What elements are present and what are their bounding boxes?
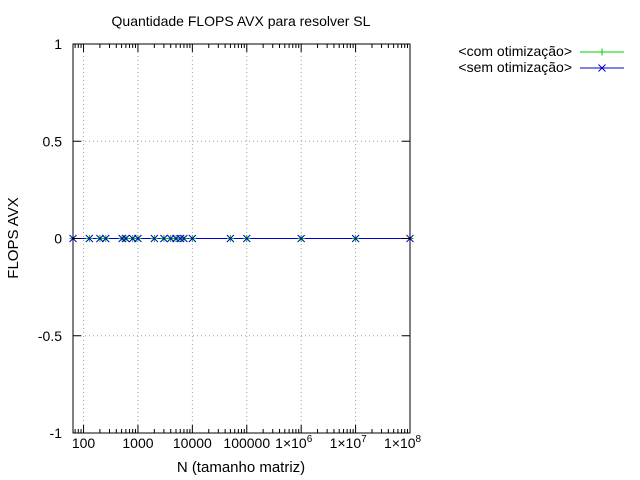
y-tick-label: 0 [54, 231, 62, 247]
data-point-series-1 [150, 234, 159, 243]
legend: <com otimização> <sem otimização> [458, 43, 624, 75]
data-point-series-1 [96, 234, 104, 243]
data-point-series-1 [188, 234, 197, 243]
tick-marks [73, 43, 411, 434]
data-point-series-1 [226, 234, 235, 243]
data-point-series-1 [118, 234, 126, 243]
x-tick-label: 100000 [223, 435, 270, 451]
legend-marker-0 [598, 48, 606, 56]
x-tick-label: 1000 [122, 435, 153, 451]
legend-entry-com-otimizacao: <com otimização> [458, 43, 624, 59]
x-tick-label: 1×108 [384, 434, 422, 451]
y-tick-label: 1 [54, 36, 62, 52]
x-tick-label: 10000 [173, 435, 212, 451]
legend-entry-sem-otimizacao: <sem otimização> [458, 59, 624, 75]
x-tick-label: 1×106 [275, 434, 313, 451]
legend-label-com-otimizacao: <com otimização> [458, 43, 572, 59]
y-axis-label: FLOPS AVX [5, 197, 22, 278]
data-point-series-1 [242, 234, 251, 243]
x-tick-label: 100 [72, 435, 96, 451]
data-point-series-1 [180, 234, 188, 243]
series-layer [69, 234, 414, 243]
chart-title: Quantidade FLOPS AVX para resolver SL [112, 13, 371, 29]
data-point-series-1 [134, 234, 142, 243]
data-point-series-1 [85, 234, 94, 243]
data-point-series-1 [297, 234, 306, 243]
data-point-series-1 [101, 234, 110, 243]
data-point-series-1 [122, 234, 130, 243]
x-axis-label: N (tamanho matriz) [177, 459, 305, 476]
data-point-series-1 [351, 234, 360, 243]
y-tick-label: 0.5 [43, 133, 63, 149]
data-point-series-1 [160, 234, 168, 243]
x-tick-label: 1×107 [330, 434, 368, 451]
tick-labels: 100 1000 10000 100000 1×106 1×107 1×108 1 0.5 0 -0… [38, 36, 422, 451]
y-tick-label: -0.5 [38, 328, 62, 344]
data-point-series-1 [176, 234, 185, 243]
legend-label-sem-otimizacao: <sem otimização> [458, 59, 572, 75]
legend-marker-1 [598, 64, 606, 72]
y-tick-label: -1 [50, 425, 63, 441]
